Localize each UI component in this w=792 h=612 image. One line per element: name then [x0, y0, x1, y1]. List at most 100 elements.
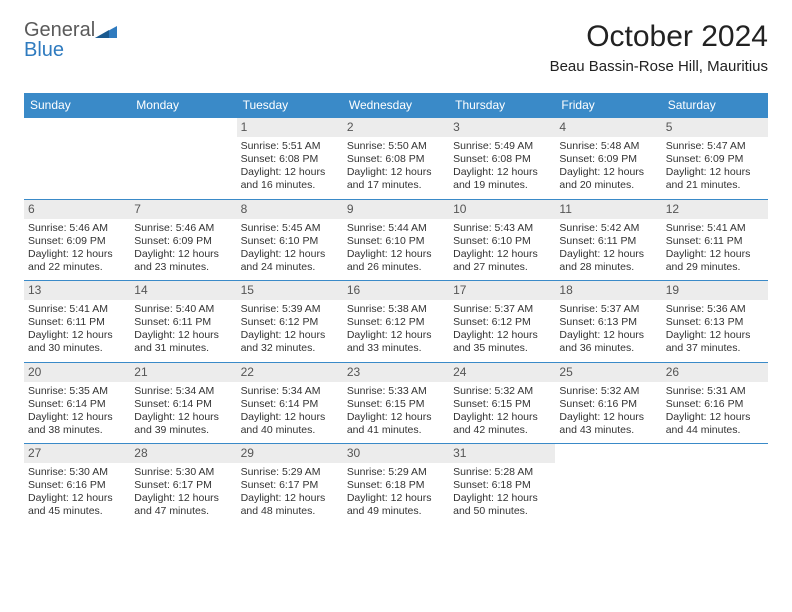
- daylight-line-1: Daylight: 12 hours: [347, 329, 445, 342]
- daylight-line-1: Daylight: 12 hours: [28, 329, 126, 342]
- daylight-line-1: Daylight: 12 hours: [28, 492, 126, 505]
- calendar-day-cell: 20Sunrise: 5:35 AMSunset: 6:14 PMDayligh…: [24, 362, 130, 444]
- daylight-line-1: Daylight: 12 hours: [453, 166, 551, 179]
- calendar-day-cell: 10Sunrise: 5:43 AMSunset: 6:10 PMDayligh…: [449, 199, 555, 281]
- sunset-text: Sunset: 6:08 PM: [453, 153, 551, 166]
- calendar-day-cell: 2Sunrise: 5:50 AMSunset: 6:08 PMDaylight…: [343, 118, 449, 200]
- day-number: 25: [555, 363, 661, 382]
- sunset-text: Sunset: 6:17 PM: [241, 479, 339, 492]
- daylight-line-1: Daylight: 12 hours: [559, 411, 657, 424]
- sunrise-text: Sunrise: 5:41 AM: [666, 222, 764, 235]
- sunrise-text: Sunrise: 5:29 AM: [347, 466, 445, 479]
- daylight-line-2: and 26 minutes.: [347, 261, 445, 274]
- sunset-text: Sunset: 6:14 PM: [134, 398, 232, 411]
- sunset-text: Sunset: 6:17 PM: [134, 479, 232, 492]
- day-number: 14: [130, 281, 236, 300]
- calendar-week-row: 13Sunrise: 5:41 AMSunset: 6:11 PMDayligh…: [24, 281, 768, 363]
- calendar-day-cell: 27Sunrise: 5:30 AMSunset: 6:16 PMDayligh…: [24, 444, 130, 525]
- calendar-week-row: 27Sunrise: 5:30 AMSunset: 6:16 PMDayligh…: [24, 444, 768, 525]
- calendar-day-cell: 12Sunrise: 5:41 AMSunset: 6:11 PMDayligh…: [662, 199, 768, 281]
- daylight-line-1: Daylight: 12 hours: [347, 411, 445, 424]
- day-number: 18: [555, 281, 661, 300]
- sunset-text: Sunset: 6:12 PM: [347, 316, 445, 329]
- day-number: 20: [24, 363, 130, 382]
- calendar-day-cell: 26Sunrise: 5:31 AMSunset: 6:16 PMDayligh…: [662, 362, 768, 444]
- daylight-line-2: and 20 minutes.: [559, 179, 657, 192]
- daylight-line-1: Daylight: 12 hours: [666, 248, 764, 261]
- title-block: October 2024 Beau Bassin-Rose Hill, Maur…: [550, 20, 768, 75]
- daylight-line-1: Daylight: 12 hours: [453, 411, 551, 424]
- calendar-day-cell: 19Sunrise: 5:36 AMSunset: 6:13 PMDayligh…: [662, 281, 768, 363]
- sunrise-text: Sunrise: 5:50 AM: [347, 140, 445, 153]
- daylight-line-1: Daylight: 12 hours: [241, 329, 339, 342]
- calendar-day-cell: 28Sunrise: 5:30 AMSunset: 6:17 PMDayligh…: [130, 444, 236, 525]
- logo-text: General Blue: [24, 20, 117, 60]
- day-number: 29: [237, 444, 343, 463]
- day-number: 8: [237, 200, 343, 219]
- day-number: 13: [24, 281, 130, 300]
- sunrise-text: Sunrise: 5:46 AM: [28, 222, 126, 235]
- daylight-line-2: and 24 minutes.: [241, 261, 339, 274]
- daylight-line-1: Daylight: 12 hours: [241, 166, 339, 179]
- day-number: 21: [130, 363, 236, 382]
- logo-word-2: Blue: [24, 40, 117, 60]
- logo-mark-icon: [95, 22, 117, 42]
- day-number: 30: [343, 444, 449, 463]
- logo-word-1-text: General: [24, 19, 95, 41]
- daylight-line-2: and 37 minutes.: [666, 342, 764, 355]
- sunset-text: Sunset: 6:08 PM: [241, 153, 339, 166]
- calendar-day-cell: 1Sunrise: 5:51 AMSunset: 6:08 PMDaylight…: [237, 118, 343, 200]
- calendar-day-cell: [24, 118, 130, 200]
- sunset-text: Sunset: 6:11 PM: [28, 316, 126, 329]
- day-number: 31: [449, 444, 555, 463]
- daylight-line-2: and 27 minutes.: [453, 261, 551, 274]
- daylight-line-2: and 32 minutes.: [241, 342, 339, 355]
- calendar-day-cell: 14Sunrise: 5:40 AMSunset: 6:11 PMDayligh…: [130, 281, 236, 363]
- logo: General Blue: [24, 20, 117, 60]
- daylight-line-1: Daylight: 12 hours: [134, 411, 232, 424]
- sunrise-text: Sunrise: 5:43 AM: [453, 222, 551, 235]
- calendar-table: Sunday Monday Tuesday Wednesday Thursday…: [24, 93, 768, 525]
- daylight-line-1: Daylight: 12 hours: [28, 248, 126, 261]
- calendar-day-cell: 8Sunrise: 5:45 AMSunset: 6:10 PMDaylight…: [237, 199, 343, 281]
- calendar-day-cell: 5Sunrise: 5:47 AMSunset: 6:09 PMDaylight…: [662, 118, 768, 200]
- sunrise-text: Sunrise: 5:34 AM: [134, 385, 232, 398]
- day-number: 15: [237, 281, 343, 300]
- daylight-line-2: and 39 minutes.: [134, 424, 232, 437]
- day-number: 16: [343, 281, 449, 300]
- daylight-line-2: and 22 minutes.: [28, 261, 126, 274]
- sunrise-text: Sunrise: 5:48 AM: [559, 140, 657, 153]
- daylight-line-2: and 43 minutes.: [559, 424, 657, 437]
- daylight-line-2: and 28 minutes.: [559, 261, 657, 274]
- sunrise-text: Sunrise: 5:51 AM: [241, 140, 339, 153]
- weekday-header: Thursday: [449, 93, 555, 118]
- weekday-header: Monday: [130, 93, 236, 118]
- calendar-header-row: Sunday Monday Tuesday Wednesday Thursday…: [24, 93, 768, 118]
- sunset-text: Sunset: 6:09 PM: [559, 153, 657, 166]
- calendar-day-cell: [662, 444, 768, 525]
- calendar-day-cell: 23Sunrise: 5:33 AMSunset: 6:15 PMDayligh…: [343, 362, 449, 444]
- daylight-line-1: Daylight: 12 hours: [134, 248, 232, 261]
- calendar-day-cell: 29Sunrise: 5:29 AMSunset: 6:17 PMDayligh…: [237, 444, 343, 525]
- daylight-line-1: Daylight: 12 hours: [559, 166, 657, 179]
- day-number: 22: [237, 363, 343, 382]
- calendar-day-cell: [555, 444, 661, 525]
- calendar-day-cell: 31Sunrise: 5:28 AMSunset: 6:18 PMDayligh…: [449, 444, 555, 525]
- sunset-text: Sunset: 6:08 PM: [347, 153, 445, 166]
- day-number: 2: [343, 118, 449, 137]
- page-header: General Blue October 2024 Beau Bassin-Ro…: [24, 20, 768, 75]
- daylight-line-1: Daylight: 12 hours: [453, 248, 551, 261]
- daylight-line-1: Daylight: 12 hours: [666, 411, 764, 424]
- daylight-line-2: and 47 minutes.: [134, 505, 232, 518]
- sunset-text: Sunset: 6:14 PM: [241, 398, 339, 411]
- calendar-day-cell: 30Sunrise: 5:29 AMSunset: 6:18 PMDayligh…: [343, 444, 449, 525]
- calendar-day-cell: 21 Sunrise: 5:34 AMSunset: 6:14 PMDayligh…: [130, 362, 236, 444]
- daylight-line-2: and 48 minutes.: [241, 505, 339, 518]
- daylight-line-2: and 31 minutes.: [134, 342, 232, 355]
- sunset-text: Sunset: 6:10 PM: [241, 235, 339, 248]
- calendar-day-cell: 3Sunrise: 5:49 AMSunset: 6:08 PMDaylight…: [449, 118, 555, 200]
- sunset-text: Sunset: 6:14 PM: [28, 398, 126, 411]
- daylight-line-1: Daylight: 12 hours: [28, 411, 126, 424]
- daylight-line-1: Daylight: 12 hours: [559, 329, 657, 342]
- daylight-line-2: and 29 minutes.: [666, 261, 764, 274]
